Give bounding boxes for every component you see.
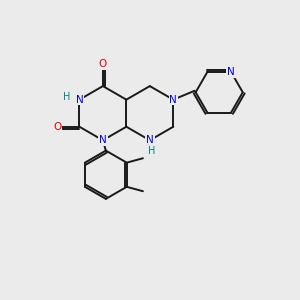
- Text: O: O: [99, 59, 107, 69]
- Text: N: N: [227, 67, 235, 77]
- Text: N: N: [76, 94, 83, 105]
- Text: H: H: [148, 146, 155, 157]
- Text: N: N: [146, 135, 154, 145]
- Text: O: O: [53, 122, 61, 132]
- Text: H: H: [63, 92, 71, 102]
- Text: N: N: [99, 135, 107, 145]
- Text: N: N: [169, 94, 177, 105]
